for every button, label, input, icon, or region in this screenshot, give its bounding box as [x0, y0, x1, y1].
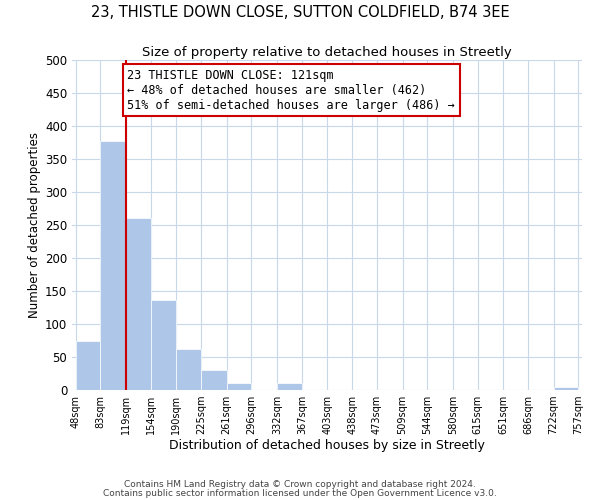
Bar — [554, 386, 578, 390]
Bar — [277, 384, 302, 390]
Bar — [227, 384, 251, 390]
Bar — [76, 340, 100, 390]
Text: 23, THISTLE DOWN CLOSE, SUTTON COLDFIELD, B74 3EE: 23, THISTLE DOWN CLOSE, SUTTON COLDFIELD… — [91, 5, 509, 20]
Title: Size of property relative to detached houses in Streetly: Size of property relative to detached ho… — [142, 46, 512, 59]
Text: Contains HM Land Registry data © Crown copyright and database right 2024.: Contains HM Land Registry data © Crown c… — [124, 480, 476, 489]
Text: 23 THISTLE DOWN CLOSE: 121sqm
← 48% of detached houses are smaller (462)
51% of : 23 THISTLE DOWN CLOSE: 121sqm ← 48% of d… — [127, 68, 455, 112]
Y-axis label: Number of detached properties: Number of detached properties — [28, 132, 41, 318]
Bar — [201, 370, 227, 390]
Bar — [100, 140, 126, 390]
Text: Contains public sector information licensed under the Open Government Licence v3: Contains public sector information licen… — [103, 488, 497, 498]
Bar — [151, 300, 176, 390]
X-axis label: Distribution of detached houses by size in Streetly: Distribution of detached houses by size … — [169, 438, 485, 452]
Bar — [126, 218, 151, 390]
Bar — [176, 349, 201, 390]
